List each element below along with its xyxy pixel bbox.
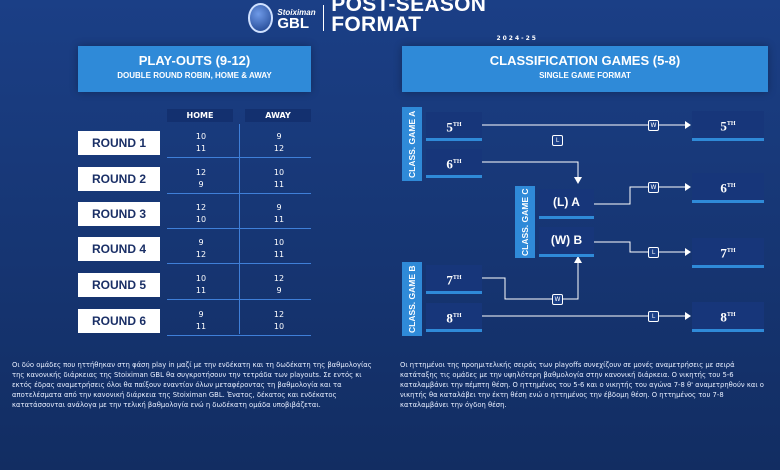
- home-team: 9: [198, 310, 204, 319]
- result-5th: 5TH: [692, 111, 764, 141]
- loser-badge-b: L: [648, 311, 659, 322]
- round-label: ROUND 3: [78, 202, 160, 226]
- game-a-seed-6: 6TH: [426, 149, 482, 178]
- home-team: 10: [195, 215, 207, 224]
- line-b-winner: [482, 263, 579, 300]
- game-b-seed-7: 7TH: [426, 265, 482, 294]
- home-team: 11: [195, 286, 207, 295]
- brand-top: Stoiximan: [277, 8, 316, 17]
- line-c-winner: [594, 186, 685, 205]
- round-underline: [167, 193, 311, 194]
- season-label: 2024-25: [496, 34, 538, 42]
- loser-badge-a: L: [552, 135, 563, 146]
- away-team: 11: [273, 215, 285, 224]
- round-label: ROUND 2: [78, 167, 160, 191]
- home-team: 11: [195, 144, 207, 153]
- column-divider: [239, 124, 240, 334]
- title-block: POST-SEASON FORMAT 2024-25: [331, 0, 538, 42]
- home-team: 9: [198, 238, 204, 247]
- away-team: 11: [273, 180, 285, 189]
- game-c-winner-b: (W) B: [539, 227, 594, 257]
- brand-bottom: GBL: [277, 15, 310, 32]
- round-label: ROUND 1: [78, 131, 160, 155]
- away-team: 12: [273, 310, 285, 319]
- gbl-logo-icon: [248, 3, 274, 33]
- result-8th: 8TH: [692, 302, 764, 332]
- home-team: 12: [195, 168, 207, 177]
- page-title: POST-SEASON FORMAT: [331, 0, 487, 36]
- away-team: 12: [273, 144, 285, 153]
- loser-badge-c: L: [648, 247, 659, 258]
- classification-subtitle: SINGLE GAME FORMAT: [539, 71, 631, 80]
- away-team: 9: [276, 132, 282, 141]
- winner-badge-b: W: [552, 294, 563, 305]
- winner-badge-a: W: [648, 120, 659, 131]
- round-underline: [167, 228, 311, 229]
- away-team: 9: [276, 203, 282, 212]
- away-team: 10: [273, 168, 285, 177]
- round-underline: [167, 263, 311, 264]
- class-game-c-label: CLASS. GAME C: [515, 186, 535, 258]
- class-game-b-label: CLASS. GAME B: [402, 262, 422, 336]
- game-b-seed-8: 8TH: [426, 303, 482, 332]
- away-column-header: AWAY: [245, 109, 311, 122]
- home-column-header: HOME: [167, 109, 233, 122]
- playouts-header: PLAY-OUTS (9-12) DOUBLE ROUND ROBIN, HOM…: [78, 46, 311, 92]
- game-c-loser-a: (L) A: [539, 189, 594, 219]
- round-label: ROUND 4: [78, 237, 160, 261]
- home-team: 12: [195, 250, 207, 259]
- away-team: 11: [273, 250, 285, 259]
- playouts-title: PLAY-OUTS (9-12): [138, 53, 251, 68]
- home-team: 10: [195, 132, 207, 141]
- result-6th: 6TH: [692, 173, 764, 203]
- round-label: ROUND 5: [78, 273, 160, 297]
- round-underline: [167, 157, 311, 158]
- round-underline: [167, 299, 311, 300]
- classification-title: CLASSIFICATION GAMES (5-8): [489, 53, 681, 68]
- classification-description: Οι ηττημένοι της προημιτελικής σειράς τω…: [400, 361, 764, 409]
- playouts-subtitle: DOUBLE ROUND ROBIN, HOME & AWAY: [117, 71, 272, 80]
- winner-badge-c: W: [648, 182, 659, 193]
- round-underline: [167, 335, 311, 336]
- class-game-a-label: CLASS. GAME A: [402, 107, 422, 181]
- home-team: 12: [195, 203, 207, 212]
- game-a-seed-5: 5TH: [426, 112, 482, 141]
- away-team: 9: [276, 286, 282, 295]
- classification-header: CLASSIFICATION GAMES (5-8) SINGLE GAME F…: [402, 46, 768, 92]
- brand-logo: Stoiximan GBL: [277, 7, 316, 32]
- home-team: 11: [195, 322, 207, 331]
- round-label: ROUND 6: [78, 309, 160, 333]
- away-team: 12: [273, 274, 285, 283]
- line-c-loser: [594, 241, 685, 253]
- home-team: 9: [198, 180, 204, 189]
- away-team: 10: [273, 238, 285, 247]
- line-a-loser: [482, 161, 579, 177]
- home-team: 10: [195, 274, 207, 283]
- playouts-description: Οι δύο ομάδες που ηττήθηκαν στη φάση pla…: [12, 361, 372, 409]
- away-team: 10: [273, 322, 285, 331]
- result-7th: 7TH: [692, 238, 764, 268]
- header: Stoiximan GBL POST-SEASON FORMAT 2024-25: [248, 0, 538, 42]
- header-divider: [322, 5, 325, 31]
